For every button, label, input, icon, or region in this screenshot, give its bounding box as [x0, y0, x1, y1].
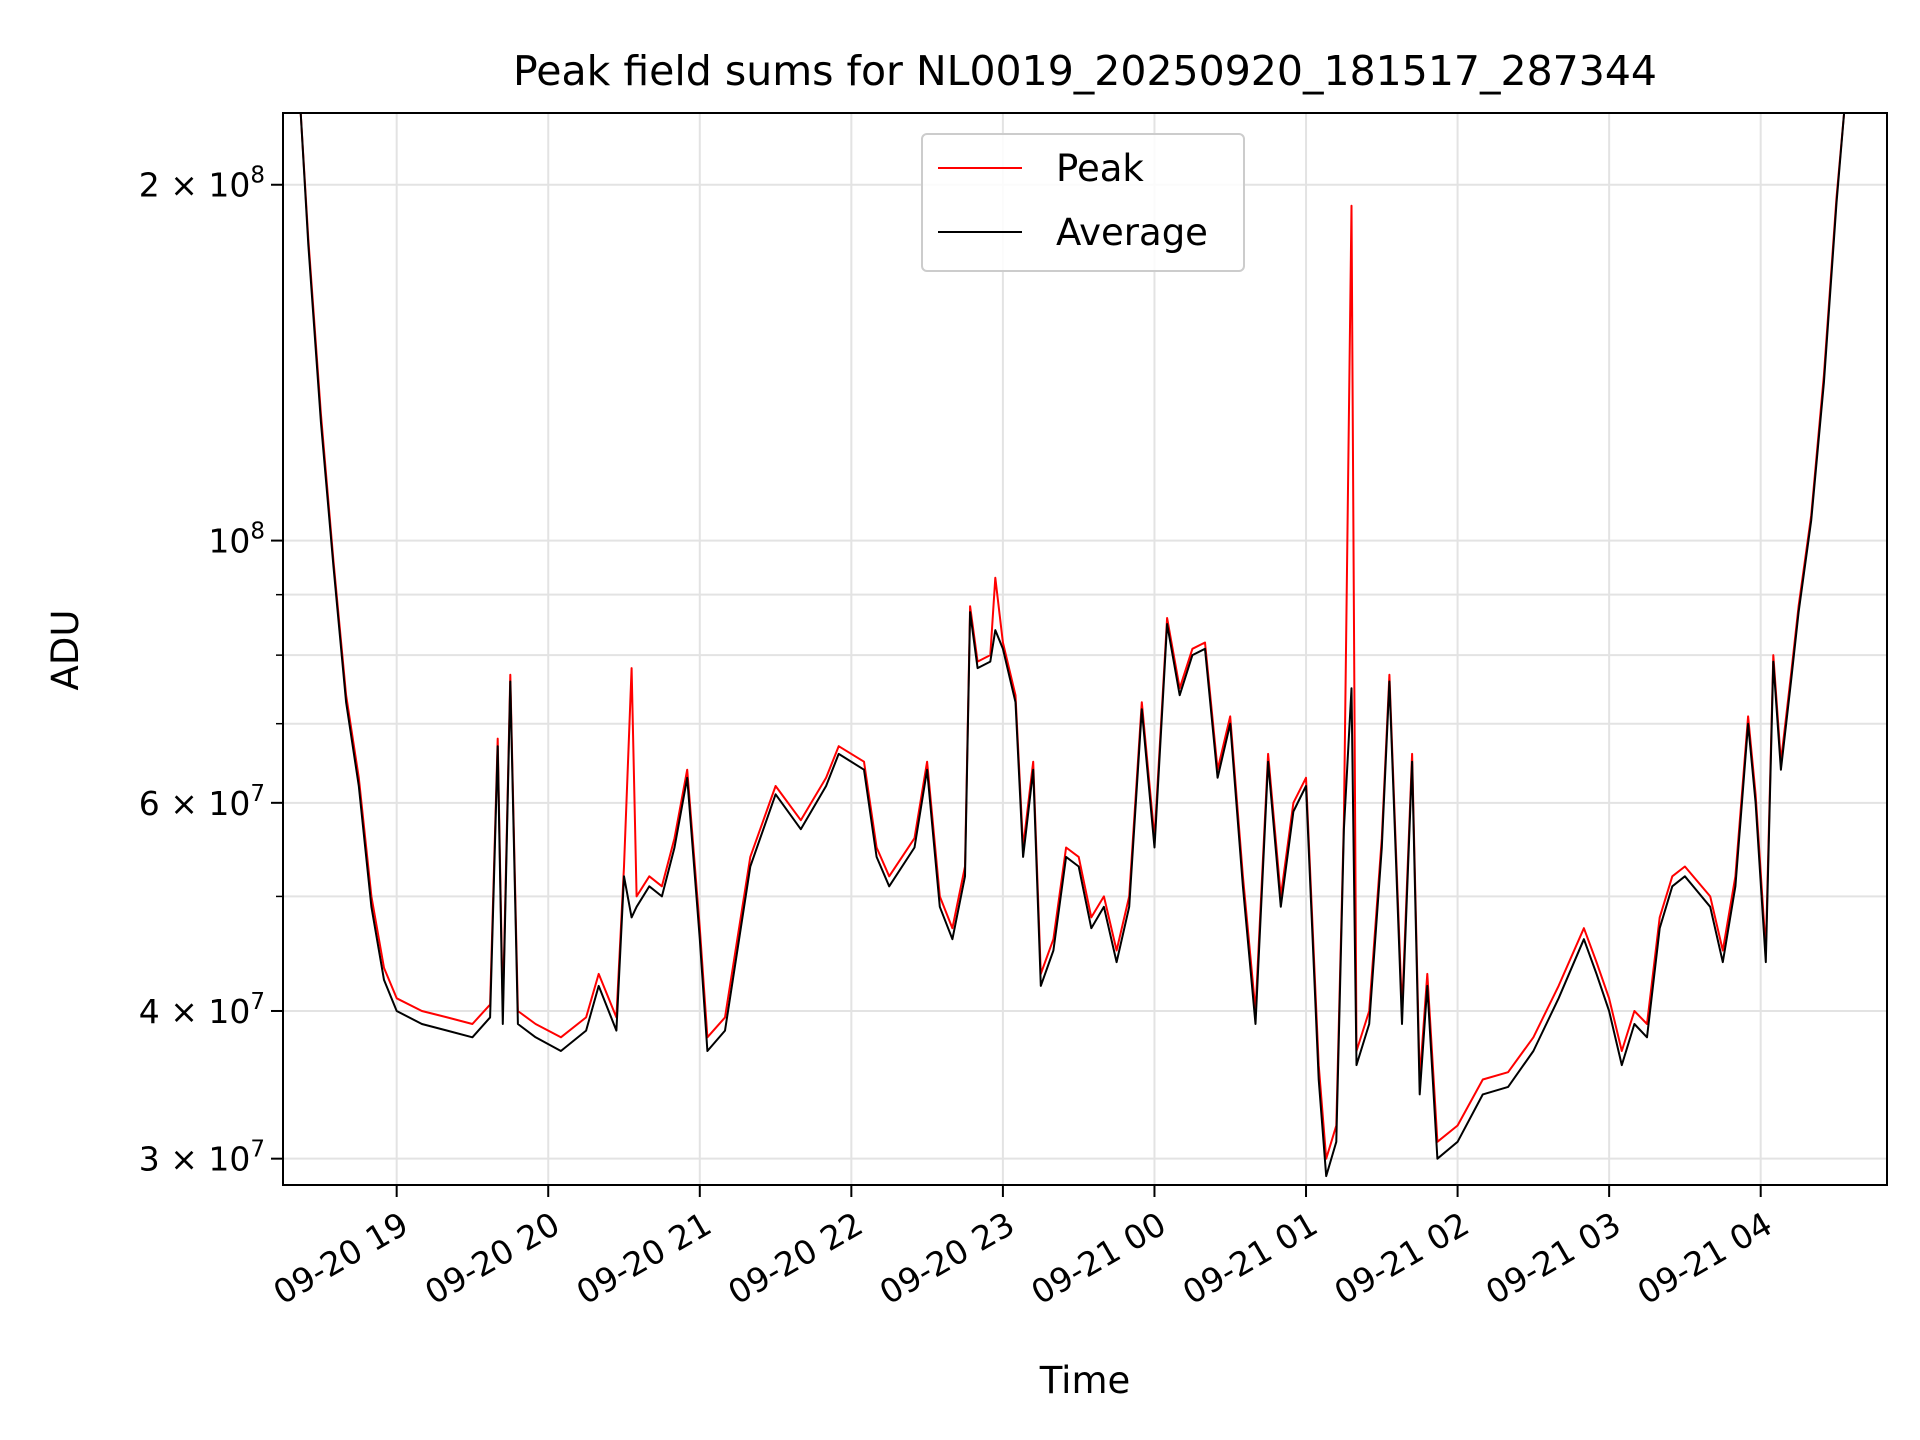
plot-frame — [282, 112, 1888, 1186]
legend: Peak Average — [921, 133, 1245, 272]
legend-label: Peak — [1056, 147, 1144, 190]
series-line-peak — [299, 113, 1846, 1160]
grid — [283, 113, 1887, 1185]
x-axis-label: Time — [1039, 1359, 1131, 1402]
y-tick-label: 2 × 108 — [139, 163, 265, 205]
y-tick-label: 4 × 107 — [139, 989, 265, 1031]
y-axis-label: ADU — [44, 610, 87, 691]
y-tick-label: 108 — [208, 519, 265, 561]
plot-series — [299, 113, 1846, 1178]
series-line-average — [299, 113, 1846, 1178]
y-tick-label: 6 × 107 — [139, 781, 265, 823]
y-axis: 3 × 107 4 × 107 6 × 107 108 2 × 108 — [139, 163, 283, 1179]
chart-title: Peak field sums for NL0019_20250920_1815… — [513, 47, 1657, 95]
y-tick-label: 3 × 107 — [139, 1137, 265, 1179]
legend-label: Average — [1056, 211, 1208, 254]
